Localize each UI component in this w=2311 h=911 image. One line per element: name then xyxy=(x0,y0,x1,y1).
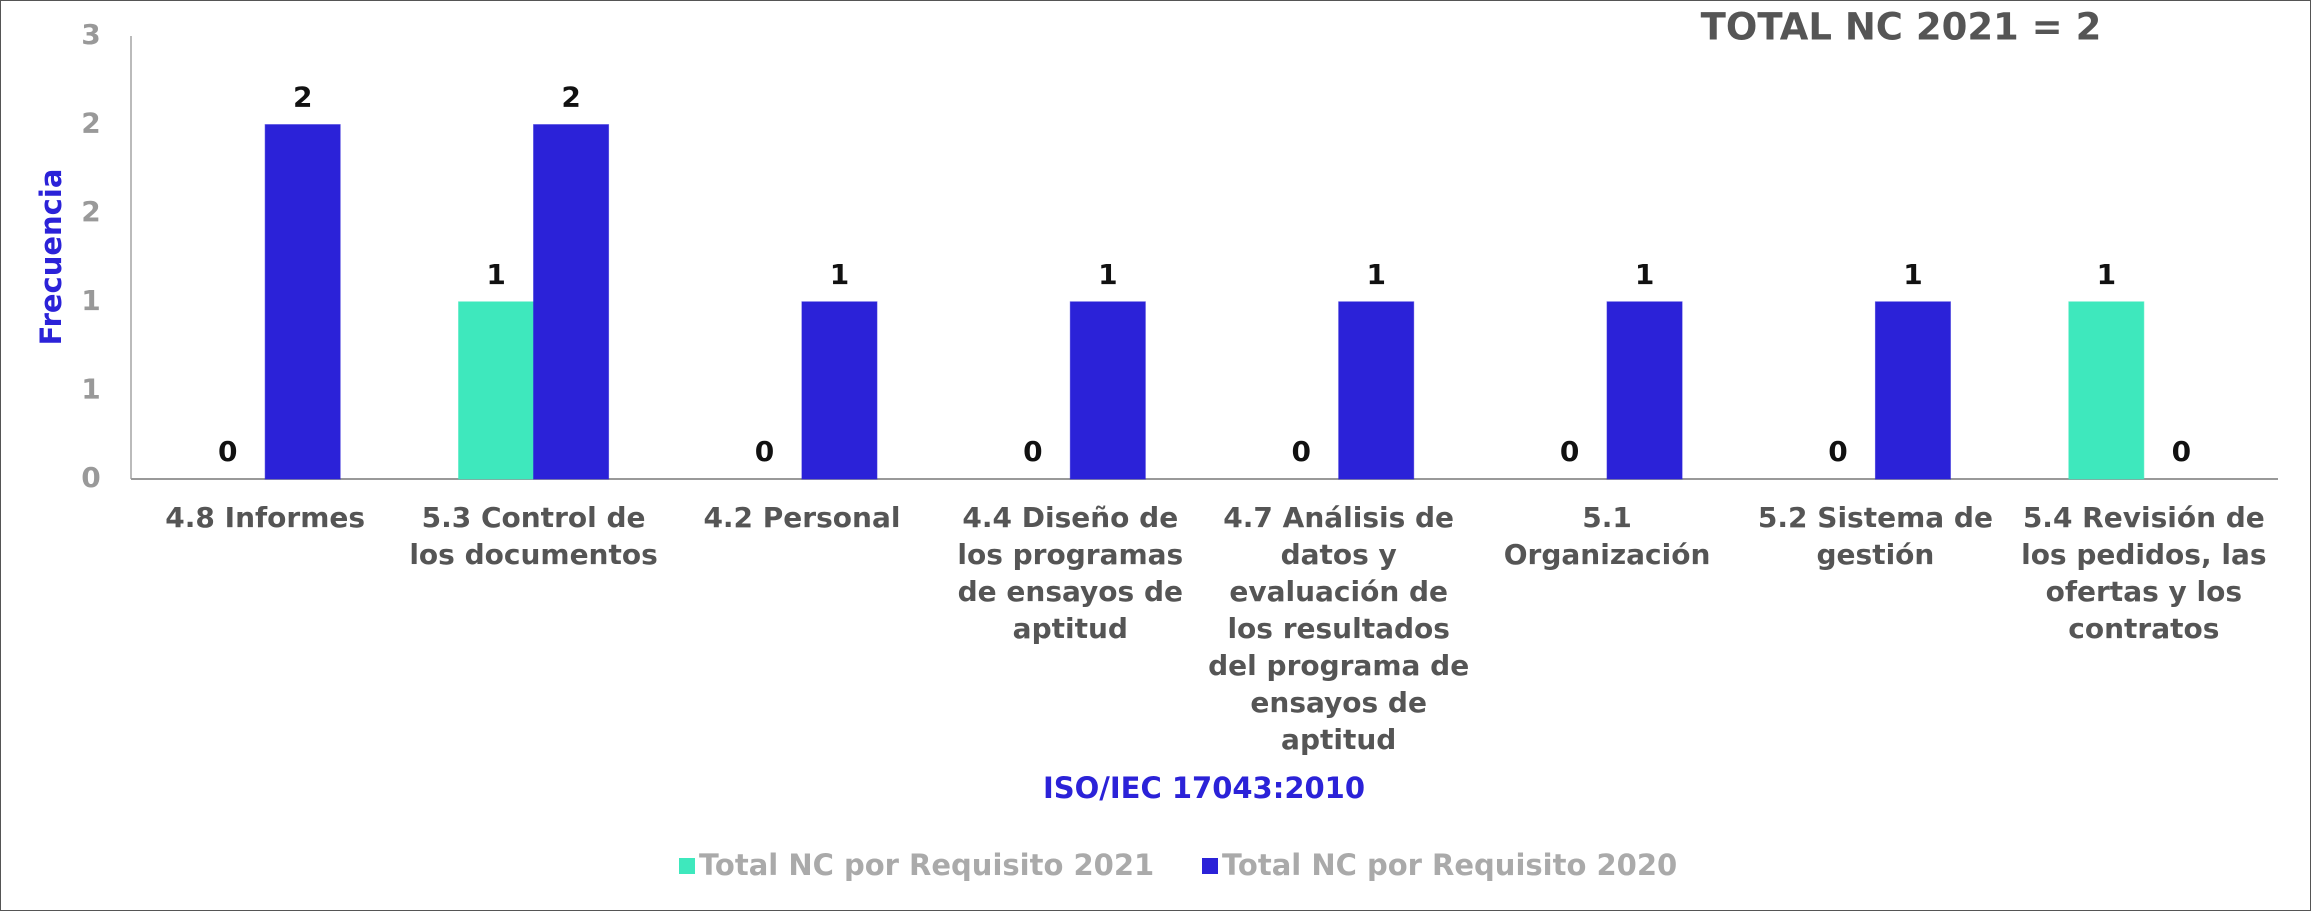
data-label: 2 xyxy=(293,81,312,114)
data-label: 1 xyxy=(486,258,505,291)
legend-label: Total NC por Requisito 2021 xyxy=(699,848,1154,882)
y-tick-label: 0 xyxy=(81,461,100,494)
y-tick-label: 1 xyxy=(81,372,100,405)
data-label: 0 xyxy=(1023,435,1042,468)
data-label: 1 xyxy=(830,258,849,291)
data-label: 0 xyxy=(1828,435,1847,468)
bar xyxy=(801,301,878,480)
data-label: 2 xyxy=(561,81,580,114)
y-tick-label: 2 xyxy=(81,107,100,140)
data-label: 0 xyxy=(1560,435,1579,468)
data-label: 0 xyxy=(1291,435,1310,468)
bar xyxy=(1338,301,1415,480)
chart-title: TOTAL NC 2021 = 2 xyxy=(1701,6,2102,49)
x-tick-label: 5.2 Sistema de gestión xyxy=(1757,501,1993,571)
bar xyxy=(1606,301,1683,480)
y-tick-label: 3 xyxy=(81,18,100,51)
x-tick-label: 5.4 Revisión de los pedidos, las ofertas… xyxy=(2021,501,2267,645)
data-label: 1 xyxy=(2097,258,2116,291)
legend-swatch xyxy=(679,858,695,874)
x-tick-label: 4.8 Informes xyxy=(165,501,366,534)
legend-label: Total NC por Requisito 2020 xyxy=(1222,848,1677,882)
data-label: 0 xyxy=(218,435,237,468)
y-tick-label: 1 xyxy=(81,284,100,317)
data-label: 1 xyxy=(1903,258,1922,291)
x-tick-label: 4.4 Diseño de los programas de ensayos d… xyxy=(957,501,1184,645)
x-tick-label: 4.2 Personal xyxy=(703,501,901,534)
x-tick-label: 5.1 Organización xyxy=(1503,501,1711,571)
bar xyxy=(1874,301,1951,480)
x-axis-title: ISO/IEC 17043:2010 xyxy=(1043,771,1365,805)
y-tick-label: 2 xyxy=(81,195,100,228)
x-tick-label: 5.3 Control de los documentos xyxy=(409,501,658,571)
legend-swatch xyxy=(1202,858,1218,874)
data-label: 0 xyxy=(755,435,774,468)
data-label: 1 xyxy=(1098,258,1117,291)
data-label: 0 xyxy=(2172,435,2191,468)
bar xyxy=(533,124,610,480)
data-label: 1 xyxy=(1366,258,1385,291)
bar xyxy=(2068,301,2145,480)
data-label: 1 xyxy=(1635,258,1654,291)
bar xyxy=(264,124,341,480)
bar xyxy=(458,301,535,480)
x-tick-label: 4.7 Análisis de datos y evaluación de lo… xyxy=(1208,501,1470,756)
bar xyxy=(1069,301,1146,480)
y-axis-title: Frecuencia xyxy=(34,169,68,346)
